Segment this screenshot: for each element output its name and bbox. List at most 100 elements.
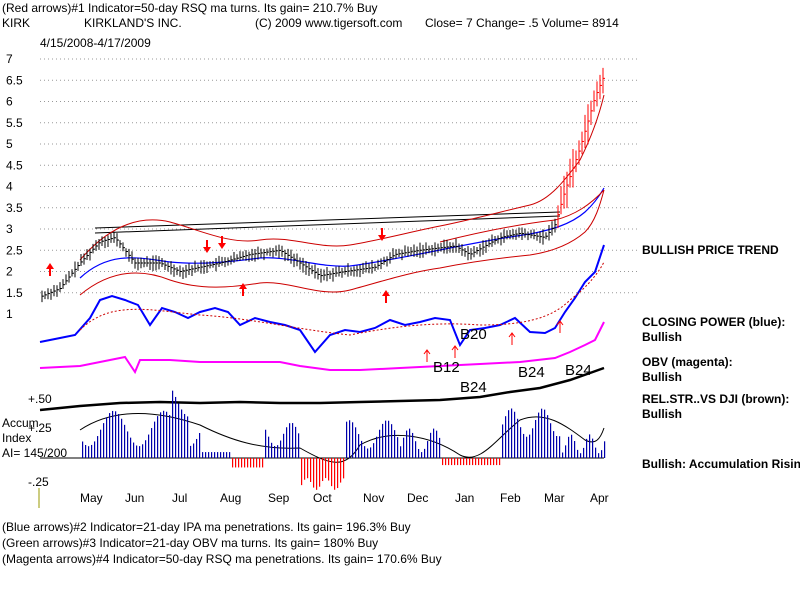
accum-bar-positive (97, 436, 99, 458)
accum-bar-positive (520, 427, 522, 458)
month-label-apr: Apr (590, 491, 609, 505)
buy-arrow-head (46, 263, 54, 269)
accum-bar-positive (166, 411, 168, 458)
accum-bar-positive (142, 444, 144, 458)
accum-bar-positive (136, 445, 138, 458)
indicator-lines (39, 94, 605, 463)
closing-power-line (39, 244, 605, 354)
accum-bar-positive (511, 408, 513, 458)
accum-bar-negative (484, 458, 486, 466)
accum-bar-positive (283, 433, 285, 458)
accum-bar-positive (373, 443, 375, 458)
accum-bar-positive (355, 427, 357, 458)
accum-bar-negative (232, 458, 234, 468)
header-company: KIRKLAND'S INC. (84, 16, 182, 30)
accum-bar-positive (112, 410, 114, 458)
price-tick-label: 1.5 (6, 286, 23, 300)
accum-bar-positive (427, 441, 429, 458)
price-tick-label: 3.5 (6, 201, 23, 215)
accum-bar-positive (550, 423, 552, 458)
accum-bar-positive (130, 437, 132, 458)
accum-bar-positive (85, 444, 87, 458)
month-label-feb: Feb (500, 491, 521, 505)
accum-bar-positive (229, 452, 231, 458)
accum-bar-negative (466, 458, 468, 466)
accum-bar-negative (259, 458, 261, 468)
accum-bar-positive (289, 423, 291, 458)
accum-bar-positive (214, 452, 216, 458)
side-price-trend: BULLISH PRICE TREND (642, 243, 779, 257)
accum-bar-positive (292, 423, 294, 458)
accum-bar-positive (223, 452, 225, 458)
accum-bar-positive (100, 429, 102, 458)
buy-signal-arrow (423, 349, 431, 362)
accum-bar-positive (265, 429, 267, 458)
accum-bar-positive (505, 416, 507, 458)
accum-bar-negative (460, 458, 462, 466)
accum-bar-negative (253, 458, 255, 468)
accum-bar-positive (424, 448, 426, 458)
accum-bar-positive (370, 447, 372, 458)
accum-bar-positive (595, 447, 597, 458)
accum-bar-negative (496, 458, 498, 466)
price-tick-label: 2.5 (6, 243, 23, 257)
accum-bar-negative (310, 458, 312, 482)
accum-bar-positive (82, 441, 84, 458)
accum-bar-negative (316, 458, 318, 490)
month-label-nov: Nov (363, 491, 384, 505)
accum-bar-negative (448, 458, 450, 466)
accum-bar-negative (262, 458, 264, 468)
accum-bar-positive (103, 423, 105, 458)
sell-arrow-head (378, 235, 386, 241)
month-label-jun: Jun (125, 491, 144, 505)
accum-bar-positive (517, 418, 519, 458)
accum-bar-negative (334, 458, 336, 490)
accum-bar-positive (382, 423, 384, 458)
accum-bar-positive (193, 443, 195, 458)
accum-bar-positive (538, 412, 540, 458)
accum-bar-positive (118, 414, 120, 458)
accum-bar-negative (463, 458, 465, 466)
accum-bar-positive (523, 433, 525, 458)
accum-bar-positive (208, 452, 210, 458)
accum-bar-positive (124, 424, 126, 458)
accum-bar-positive (532, 428, 534, 458)
month-label-sep: Sep (268, 491, 290, 505)
accum-bar-positive (361, 440, 363, 458)
accum-bar-positive (367, 448, 369, 458)
side-obv-title: OBV (magenta): (642, 355, 733, 369)
accum-bar-positive (397, 437, 399, 458)
accum-bar-positive (163, 410, 165, 458)
price-tick-label: 6.5 (6, 73, 23, 87)
price-tick-label: 3 (6, 222, 13, 236)
header-symbol: KIRK (2, 16, 30, 30)
accum-bar-positive (286, 427, 288, 458)
accum-bar-positive (592, 438, 594, 458)
signal-arrows (46, 228, 564, 362)
accum-tick-050: +.50 (28, 392, 52, 406)
accum-bar-positive (415, 441, 417, 458)
price-tick-label: 7 (6, 52, 13, 66)
accum-bar-positive (157, 416, 159, 458)
accum-tick-025: +.25 (28, 421, 52, 435)
accum-ai-value: AI= 145/200 (2, 446, 67, 460)
accum-bar-positive (154, 421, 156, 458)
side-accum-status: Bullish: Accumulation Rising (642, 457, 800, 471)
accum-bar-positive (217, 452, 219, 458)
accum-bar-positive (364, 446, 366, 458)
price-tick-label: 4.5 (6, 158, 23, 172)
accum-bar-negative (322, 458, 324, 482)
side-relstr-title: REL.STR..VS DJI (brown): (642, 392, 789, 406)
accum-bar-negative (241, 458, 243, 468)
header-line1: (Red arrows)#1 Indicator=50-day RSQ ma t… (2, 1, 378, 15)
sell-arrow-head (203, 247, 211, 253)
accum-bar-negative (304, 458, 306, 480)
accum-bar-positive (601, 450, 603, 458)
price-tick-label: 5 (6, 137, 13, 151)
accum-tick-neg025: -.25 (28, 475, 49, 489)
accum-bar-positive (199, 433, 201, 458)
price-tick-label: 1 (6, 307, 13, 321)
accum-bar-positive (172, 390, 174, 458)
accum-bar-positive (514, 411, 516, 458)
